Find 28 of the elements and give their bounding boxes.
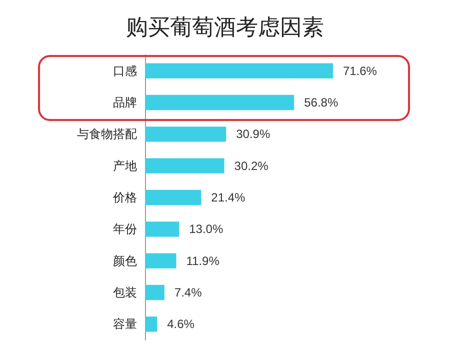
data-label: 21.4% [211,190,246,204]
bar [145,63,333,78]
y-tick-label: 品牌 [113,96,137,110]
data-label: 4.6% [167,317,195,332]
y-tick-label: 与食物搭配 [77,127,137,142]
data-label: 30.2% [234,158,269,173]
y-tick-label: 年份 [113,222,137,236]
bar [145,316,158,332]
y-tick-label: 包装 [113,286,137,300]
y-tick-label: 容量 [113,317,137,332]
data-label: 56.8% [304,96,338,110]
chart-title: 购买葡萄酒考虑因素 [126,16,324,40]
bar [145,253,176,268]
bar [145,158,224,174]
data-label: 11.9% [186,254,220,268]
bar [145,190,202,206]
bar [145,284,164,300]
y-tick-label: 价格 [112,190,137,204]
bar [145,126,226,142]
data-label: 7.4% [174,286,202,300]
y-tick-label: 口感 [113,64,137,78]
bar [145,94,294,110]
bar [145,222,180,237]
data-label: 71.6% [342,64,378,78]
y-tick-label: 产地 [113,158,137,173]
y-tick-label: 颜色 [113,254,137,268]
data-label: 13.0% [189,222,224,236]
data-label: 30.9% [236,127,270,142]
